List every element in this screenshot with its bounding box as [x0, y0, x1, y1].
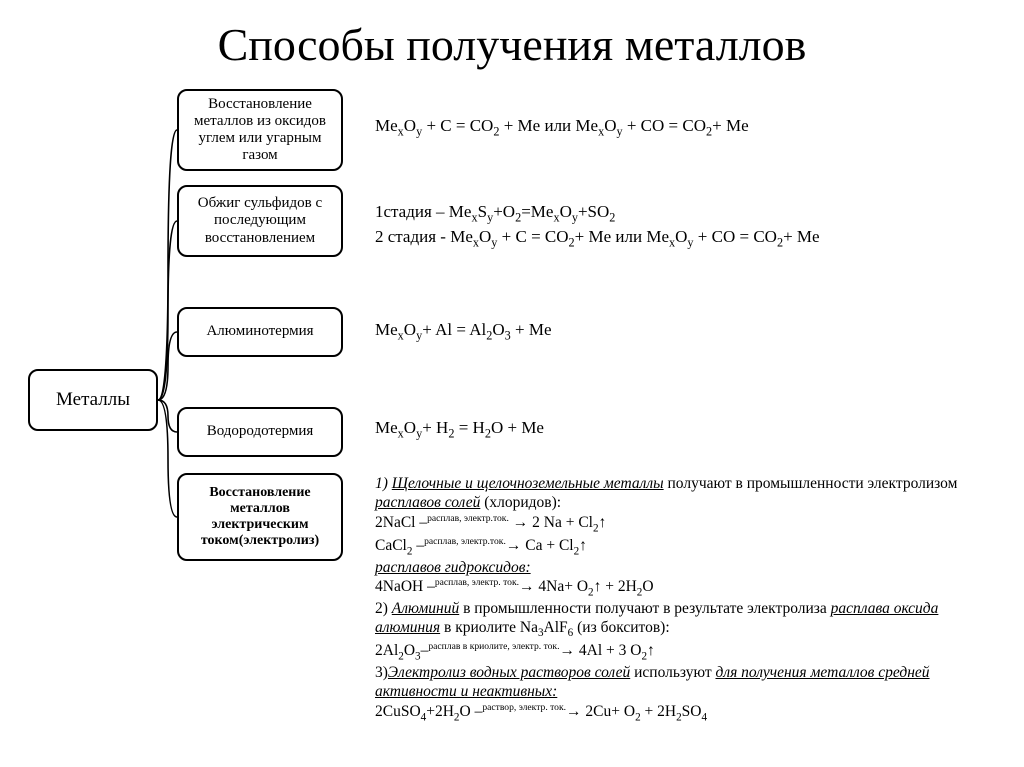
- note: расплав, электр. ток.: [435, 577, 519, 588]
- detail-3: MexOy+ H2 = H2O + Me: [375, 417, 544, 442]
- txt: ↑: [579, 537, 587, 554]
- txt: 2CuSO: [375, 703, 421, 720]
- note: расплав в криолите, электр. ток.: [428, 641, 559, 652]
- sub: 4: [702, 711, 708, 723]
- txt: S: [478, 202, 487, 221]
- txt: +2H: [426, 703, 454, 720]
- txt: 2Al: [375, 642, 398, 659]
- txt: + CO = CO: [694, 227, 777, 246]
- txt: O: [404, 116, 416, 135]
- detail-0: MexOy + C = CO2 + Me или MexOy + CO = CO…: [375, 115, 749, 140]
- txt: ↑: [647, 642, 655, 659]
- txt: O: [492, 320, 504, 339]
- txt: O: [604, 116, 616, 135]
- txt: расплавов солей: [375, 494, 480, 511]
- txt: + CO = CO: [623, 116, 706, 135]
- txt: 1стадия – Me: [375, 202, 471, 221]
- txt: (из бокситов):: [573, 619, 669, 636]
- txt: + H: [422, 418, 448, 437]
- method-label: Восстановление металлов электрическим то…: [187, 485, 333, 549]
- diagram-area: Металлы Восстановление металлов из оксид…: [0, 71, 1024, 751]
- method-label: Алюминотермия: [206, 323, 313, 340]
- root-node: Металлы: [28, 369, 158, 431]
- txt: O: [560, 202, 572, 221]
- txt: CaCl: [375, 537, 407, 554]
- root-label: Металлы: [56, 389, 130, 411]
- txt: 4NaOH –: [375, 579, 435, 596]
- txt: –: [412, 537, 424, 554]
- txt: + Me: [783, 227, 820, 246]
- method-node-3: Водородотермия: [177, 407, 343, 457]
- detail-2: MexOy+ Al = Al2O3 + Me: [375, 319, 552, 344]
- txt: O: [404, 320, 416, 339]
- method-node-1: Обжиг сульфидов с последующим восстановл…: [177, 185, 343, 257]
- txt: получают в промышленности электролизом: [664, 475, 958, 492]
- txt: + Al = Al: [422, 320, 486, 339]
- txt: O + Me: [491, 418, 544, 437]
- txt: O –: [460, 703, 483, 720]
- txt: Me: [375, 418, 398, 437]
- txt: Алюминий: [392, 600, 459, 617]
- txt: используют: [630, 664, 715, 681]
- txt: +SO: [578, 202, 609, 221]
- txt: +O: [493, 202, 515, 221]
- txt: 2 стадия - Me: [375, 227, 473, 246]
- txt: расплавов гидроксидов:: [375, 559, 531, 576]
- txt: + C = CO: [497, 227, 568, 246]
- txt: в криолите Na: [440, 619, 538, 636]
- txt: → 4Al + 3 O: [560, 642, 642, 659]
- txt: + 2H: [641, 703, 676, 720]
- txt: =Me: [521, 202, 553, 221]
- txt: 2): [375, 600, 392, 617]
- txt: + C = CO: [422, 116, 493, 135]
- txt: SO: [682, 703, 702, 720]
- method-node-4: Восстановление металлов электрическим то…: [177, 473, 343, 561]
- txt: Электролиз водных растворов солей: [388, 664, 630, 681]
- txt: + Me: [511, 320, 552, 339]
- txt: → Ca + Cl: [506, 537, 574, 554]
- method-label: Обжиг сульфидов с последующим восстановл…: [187, 195, 333, 247]
- txt: + Me или Me: [499, 116, 598, 135]
- txt: AlF: [544, 619, 568, 636]
- detail-1: 1стадия – MexSy+O2=MexOy+SO2 2 стадия - …: [375, 201, 820, 251]
- txt: → 2 Na + Cl: [509, 514, 593, 531]
- txt: O: [479, 227, 491, 246]
- txt: 2NaCl –: [375, 514, 427, 531]
- txt: O: [404, 642, 415, 659]
- txt: O: [675, 227, 687, 246]
- txt: ↑: [599, 514, 607, 531]
- note: расплав, электр.ток.: [427, 513, 509, 524]
- txt: = H: [454, 418, 484, 437]
- txt: ↑ + 2H: [594, 579, 637, 596]
- detail-4: 1) Щелочные и щелочноземельные металлы п…: [375, 475, 1005, 724]
- txt: 1): [375, 475, 392, 492]
- txt: Me: [375, 320, 398, 339]
- method-label: Водородотермия: [207, 423, 314, 440]
- txt: O: [404, 418, 416, 437]
- txt: Щелочные и щелочноземельные металлы: [392, 475, 664, 492]
- txt: 3): [375, 664, 388, 681]
- sub: 2: [609, 210, 615, 224]
- method-node-2: Алюминотермия: [177, 307, 343, 357]
- method-node-0: Восстановление металлов из оксидов углем…: [177, 89, 343, 171]
- txt: O: [642, 579, 653, 596]
- note: раствор, электр. ток.: [482, 702, 566, 713]
- page-title: Способы получения металлов: [0, 0, 1024, 71]
- note: расплав, электр.ток.: [424, 536, 506, 547]
- method-label: Восстановление металлов из оксидов углем…: [187, 96, 333, 165]
- txt: + Me: [712, 116, 749, 135]
- txt: Me: [375, 116, 398, 135]
- txt: → 4Na+ O: [519, 579, 588, 596]
- txt: + Me или Me: [575, 227, 669, 246]
- txt: (хлоридов):: [480, 494, 561, 511]
- txt: → 2Cu+ O: [566, 703, 635, 720]
- txt: в промышленности получают в результате э…: [459, 600, 830, 617]
